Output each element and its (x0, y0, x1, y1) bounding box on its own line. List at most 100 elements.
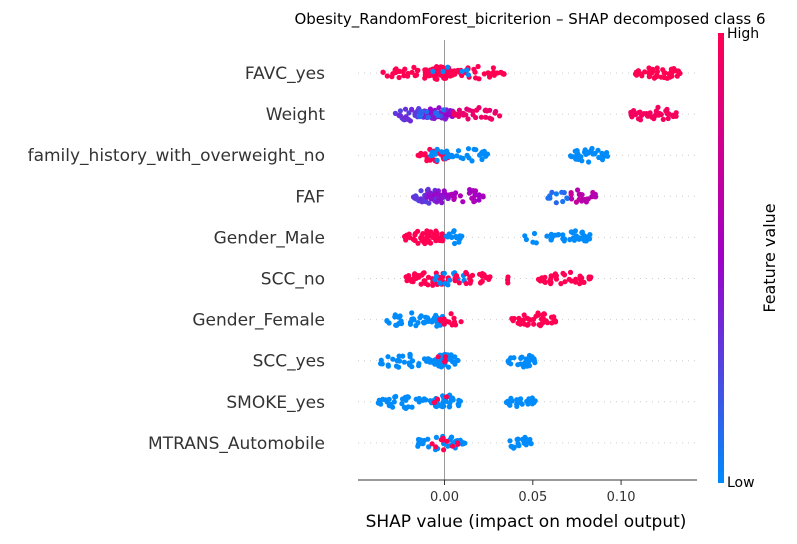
shap-point (428, 195, 434, 202)
shap-point (628, 109, 634, 115)
shap-point (479, 151, 486, 157)
shap-point (561, 190, 567, 196)
shap-point (437, 237, 443, 244)
shap-point (459, 72, 465, 79)
shap-point (560, 198, 566, 205)
shap-point (465, 116, 471, 122)
shap-point (668, 66, 675, 72)
shap-point (455, 441, 461, 447)
colorbar-high-label: High (727, 26, 759, 42)
shap-point (530, 239, 536, 245)
shap-point (431, 115, 437, 122)
shap-point (553, 273, 560, 279)
shap-point (526, 396, 532, 402)
shap-point (479, 156, 485, 163)
shap-point (520, 317, 527, 323)
shap-point (451, 315, 457, 321)
shap-point (519, 354, 525, 360)
shap-point (445, 64, 451, 70)
shap-point (390, 356, 396, 362)
shap-point (451, 196, 457, 202)
shap-point (544, 233, 550, 239)
shap-point (430, 234, 436, 240)
shap-point (521, 312, 527, 318)
shap-point (424, 234, 430, 240)
shap-point (501, 71, 507, 77)
shap-point (376, 397, 382, 403)
shap-point (543, 318, 549, 324)
shap-point (429, 441, 435, 447)
shap-point (651, 75, 658, 81)
shap-point (426, 200, 432, 206)
shap-point (454, 153, 460, 159)
shap-point (489, 116, 495, 122)
shap-point (448, 311, 454, 317)
shap-point (469, 158, 475, 164)
shap-point (407, 118, 413, 124)
shap-point (573, 276, 579, 282)
shap-point (661, 74, 667, 81)
shap-point (462, 440, 468, 446)
shap-point (393, 363, 400, 369)
shap-point (677, 70, 683, 76)
shap-point (651, 116, 657, 122)
shap-point (416, 399, 422, 405)
shap-point (448, 434, 454, 440)
shap-point (439, 200, 445, 206)
shap-point (392, 394, 398, 400)
shap-point (424, 109, 430, 115)
shap-point (456, 280, 462, 286)
shap-point (518, 396, 524, 402)
shap-point (399, 401, 405, 407)
shap-point (401, 73, 407, 79)
shap-point (476, 76, 482, 82)
shap-point (450, 229, 457, 235)
shap-point (525, 401, 531, 407)
colorbar-title: Feature value (760, 203, 779, 312)
shap-point (446, 231, 452, 237)
shap-point (585, 196, 592, 202)
shap-point (426, 444, 432, 450)
shap-point (434, 146, 440, 152)
colorbar-low-label: Low (727, 475, 755, 491)
shap-point (441, 75, 448, 81)
shap-point (434, 396, 440, 402)
shap-point (633, 69, 640, 75)
shap-point (514, 401, 520, 407)
shap-point (441, 447, 447, 453)
shap-point (397, 108, 403, 114)
shap-point (464, 152, 470, 158)
shap-point (471, 146, 477, 152)
shap-point (569, 196, 575, 202)
shap-point (604, 153, 611, 159)
shap-point (385, 354, 391, 360)
shap-point (450, 443, 456, 449)
shap-point (423, 397, 429, 403)
shap-point (642, 69, 648, 75)
shap-point (477, 280, 484, 286)
shap-point (478, 114, 484, 120)
shap-point (453, 68, 459, 75)
feature-label: SCC_no (261, 270, 325, 290)
shap-point (411, 64, 417, 70)
shap-point (443, 394, 450, 400)
shap-point (429, 319, 435, 325)
feature-label: MTRANS_Automobile (148, 434, 325, 454)
shap-point (497, 113, 503, 119)
shap-point (442, 190, 448, 196)
shap-point (418, 313, 424, 319)
shap-point (408, 278, 414, 284)
x-tick-label: 0.00 (430, 490, 459, 505)
shap-point (539, 275, 545, 281)
shap-point (515, 320, 521, 326)
shap-point (579, 230, 585, 236)
shap-point (556, 232, 562, 238)
shap-point (446, 404, 452, 410)
shap-point (573, 199, 580, 205)
shap-point (414, 72, 420, 78)
shap-point (465, 146, 472, 152)
shap-point (427, 72, 433, 78)
shap-point (505, 358, 511, 364)
shap-point (480, 194, 486, 200)
